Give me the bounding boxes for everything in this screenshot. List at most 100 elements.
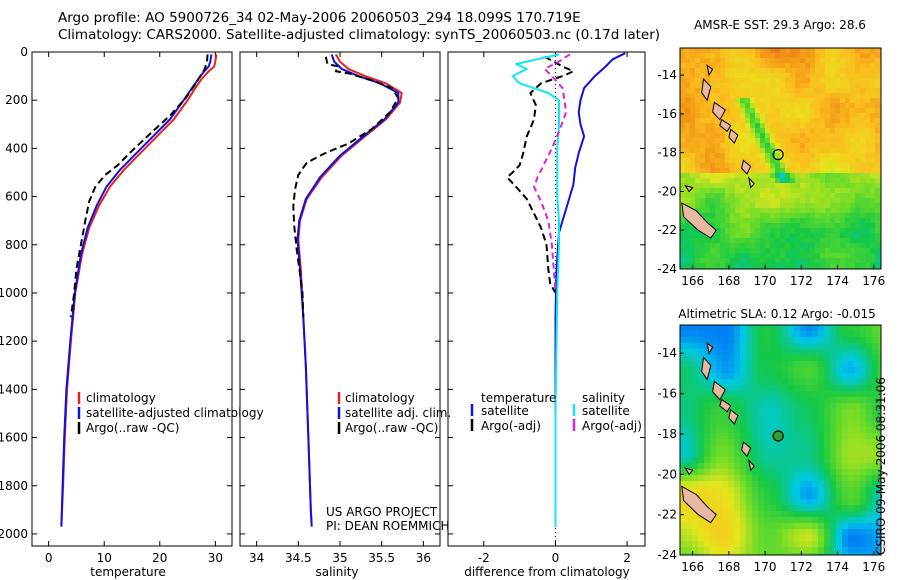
map-cell [764,361,771,368]
y-tick-label: 1600 [0,431,28,445]
map-cell [722,427,729,434]
map-cell [720,243,726,249]
map-cell [860,487,867,494]
map-cell [730,53,736,59]
map-cell [825,253,831,259]
map-cell [878,325,881,332]
map-cell [722,487,729,494]
map-cell [795,153,801,159]
map-cell [695,158,701,164]
map-cell [790,253,796,259]
map-cell [788,499,795,506]
map-cell [875,223,881,229]
map-cell [740,481,747,488]
map-cell [788,433,795,440]
map-cell [830,143,836,149]
map-cell [840,143,846,149]
map-cell [760,238,766,244]
map-cell [734,481,741,488]
map-cell [685,73,691,79]
map-cell [860,193,866,199]
map-cell [806,475,813,482]
map-cell [812,547,819,554]
map-cell [720,93,726,99]
map-cell [776,511,783,518]
map-cell [695,133,701,139]
map-cell [820,143,826,149]
map-cell [854,493,861,500]
map-cell [795,73,801,79]
map-cell [728,505,735,512]
map-cell [705,188,711,194]
map-cell [818,415,825,422]
map-cell [758,325,765,332]
map-cell [686,505,693,512]
map-cell [760,58,766,64]
map-cell [716,337,723,344]
map-cell [824,535,831,542]
map-cell [815,258,821,264]
map-cell [740,409,747,416]
map-cell [734,499,741,506]
map-cell [800,98,806,104]
map-cell [820,118,826,124]
map-cell [854,349,861,356]
map-cell [770,98,776,104]
map-cell [780,178,786,184]
map-cell [725,168,731,174]
map-cell [790,193,796,199]
map-cell [720,158,726,164]
map-cell [866,337,873,344]
map-cell [870,183,876,189]
map-cell [815,208,821,214]
map-cell [758,439,765,446]
map-cell [710,493,717,500]
map-cell [782,505,789,512]
map-cell [812,385,819,392]
map-cell [800,213,806,219]
map-cell [750,228,756,234]
map-cell [704,451,711,458]
map-cell [746,475,753,482]
map-cell [800,439,807,446]
map-cell [820,93,826,99]
map-cell [740,108,746,114]
map-cell [854,475,861,482]
map-cell [830,415,837,422]
map-cell [848,361,855,368]
map-cell [850,143,856,149]
map-cell [806,547,813,554]
map-cell [686,553,693,555]
map-cell [800,183,806,189]
map-cell [845,223,851,229]
map-cell [770,93,776,99]
map-cell [865,138,871,144]
map-cell [866,523,873,530]
map-cell [685,123,691,129]
map-cell [800,463,807,470]
map-cell [818,499,825,506]
map-cell [770,421,777,428]
map-cell [704,331,711,338]
map-cell [850,193,856,199]
map-cell [836,499,843,506]
map-cell [700,263,706,269]
map-cell [845,183,851,189]
map-cell [795,88,801,94]
map-cell [775,208,781,214]
map-cell [722,535,729,542]
map-cell [794,493,801,500]
map-cell [735,258,741,264]
map-cell [785,138,791,144]
map-cell [866,499,873,506]
map-cell [788,343,795,350]
map-cell [680,331,687,338]
map-cell [770,487,777,494]
map-cell [720,143,726,149]
map-cell [795,208,801,214]
map-cell [720,138,726,144]
map-cell [745,78,751,84]
map-cell [790,73,796,79]
map-cell [715,98,721,104]
map-cell [746,439,753,446]
